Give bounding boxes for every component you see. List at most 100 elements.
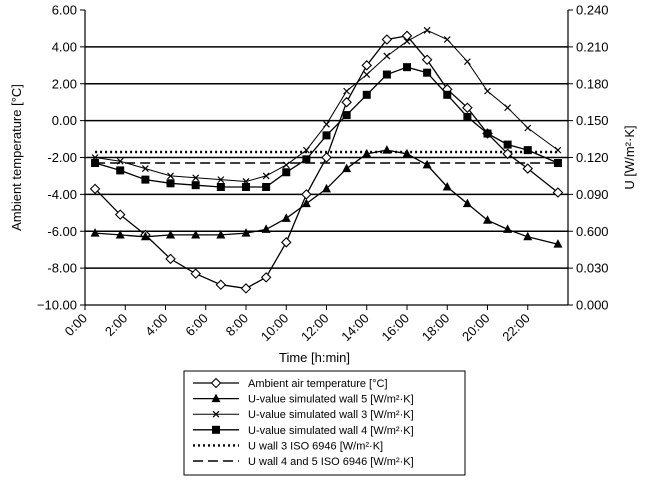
y-right-tick-label: 0.180	[576, 76, 609, 91]
legend-label: U-value simulated wall 5 [W/m²·K]	[248, 394, 414, 406]
series-3-point	[167, 172, 174, 180]
series-4-point	[403, 63, 411, 72]
legend-label: U-value simulated wall 4 [W/m²·K]	[248, 425, 414, 437]
series-4-point	[191, 181, 200, 190]
y-right-tick-label: 0.030	[576, 261, 609, 276]
legend-label: U-value simulated wall 3 [W/m²·K]	[248, 409, 414, 421]
y-left-tick-label: −10.00	[37, 298, 77, 313]
series-3-point	[423, 26, 431, 34]
series-4-point	[443, 90, 452, 99]
y-right-tick-label: 0.600	[576, 224, 609, 239]
x-tick-label: 4:00	[142, 311, 171, 340]
series-2-point	[442, 182, 452, 191]
series-1-point	[341, 96, 352, 108]
series-line-3	[95, 29, 559, 183]
series-2-point	[362, 148, 372, 158]
series-3-point	[383, 52, 391, 60]
series-1-point	[165, 253, 176, 265]
y-right-tick-label: 0.210	[576, 39, 609, 54]
series-4-point	[91, 159, 100, 168]
series-4-point	[302, 155, 311, 164]
series-3-point	[403, 37, 411, 45]
series-4-point	[553, 159, 562, 168]
series-1-point	[190, 268, 201, 279]
series-3-point	[343, 87, 351, 95]
series-3-point	[484, 87, 491, 95]
series-line-1	[94, 35, 559, 290]
series-3-point	[141, 165, 149, 172]
series-3-point	[116, 157, 124, 165]
y-right-axis-label: U [W/m²·K]	[622, 125, 637, 189]
legend: Ambient air temperature [°C] U-value simu…	[183, 370, 466, 476]
y-right-tick-label: 0.090	[576, 187, 609, 202]
series-1-point	[552, 187, 564, 198]
series-3-point	[524, 124, 532, 132]
series-2-point	[166, 229, 176, 239]
series-1-point	[462, 102, 473, 113]
y-left-tick-label: 6.00	[52, 3, 77, 18]
axes	[80, 9, 573, 310]
series-4-point	[523, 146, 532, 155]
series-3-point	[192, 174, 200, 182]
legend-label: Ambient air temperature [°C]	[248, 378, 388, 390]
y-right-tick-label: 0.150	[576, 113, 609, 128]
legend-marker	[211, 393, 221, 403]
series-2-point	[261, 224, 271, 233]
series-1-point	[89, 183, 101, 195]
series-4-point	[141, 175, 150, 184]
x-axis-label: Time [h:min]	[279, 350, 350, 365]
x-tick-label: 12:00	[298, 311, 332, 345]
series-4-point	[282, 168, 291, 177]
x-tick-label: 10:00	[258, 311, 292, 345]
legend-box	[183, 370, 466, 476]
series-4-point	[322, 131, 331, 140]
x-tick-label: 18:00	[419, 311, 453, 345]
legend-marker	[210, 377, 222, 389]
series-1-point	[260, 272, 272, 283]
series-3-point	[504, 104, 512, 112]
y-left-tick-label: -8.00	[47, 261, 77, 276]
series-4-point	[262, 183, 271, 191]
series-2-point	[216, 229, 226, 239]
series-3-point	[443, 36, 451, 43]
series-3-point	[282, 161, 290, 169]
series-2-point	[322, 183, 331, 193]
series-3-point	[217, 176, 225, 184]
y-left-axis-label: Ambient temperature [°C]	[9, 84, 24, 231]
x-tick-label: 2:00	[102, 311, 131, 340]
series-3-point	[463, 58, 471, 66]
series-4-point	[483, 129, 492, 138]
series-2-point	[301, 198, 311, 208]
series-4-point	[423, 68, 432, 77]
series-4-point	[242, 183, 250, 191]
series-2-point	[90, 228, 100, 237]
x-tick-label: 6:00	[182, 311, 211, 340]
series-4-point	[362, 90, 371, 99]
series-2-point	[191, 229, 201, 239]
y-right-tick-label: 0.120	[576, 150, 609, 165]
series-1-point	[114, 209, 126, 220]
series-1-point	[522, 163, 534, 174]
x-tick-label: 14:00	[338, 311, 372, 345]
series-lines	[94, 29, 559, 290]
series-2-point	[553, 239, 563, 248]
y-left-tick-label: 4.00	[52, 39, 77, 54]
series-4-point	[216, 183, 225, 191]
series-4-point	[503, 140, 512, 149]
x-tick-label: 22:00	[499, 311, 533, 345]
series-3-point	[262, 172, 270, 180]
series-4-point	[463, 112, 472, 121]
series-markers	[89, 26, 564, 294]
series-2-point	[503, 224, 513, 233]
series-2-point	[402, 148, 412, 158]
y-left-tick-label: -2.00	[47, 150, 77, 165]
series-line-2	[95, 149, 559, 245]
series-3-point	[363, 71, 371, 78]
y-left-tick-label: -4.00	[47, 187, 77, 202]
y-left-tick-label: 0.00	[52, 113, 77, 128]
legend-label: U wall 4 and 5 ISO 6946 [W/m²·K]	[248, 456, 414, 468]
y-left-tick-label: -6.00	[47, 224, 77, 239]
legend-marker	[212, 425, 220, 434]
series-2-point	[281, 213, 291, 222]
series-4-point	[382, 70, 391, 79]
